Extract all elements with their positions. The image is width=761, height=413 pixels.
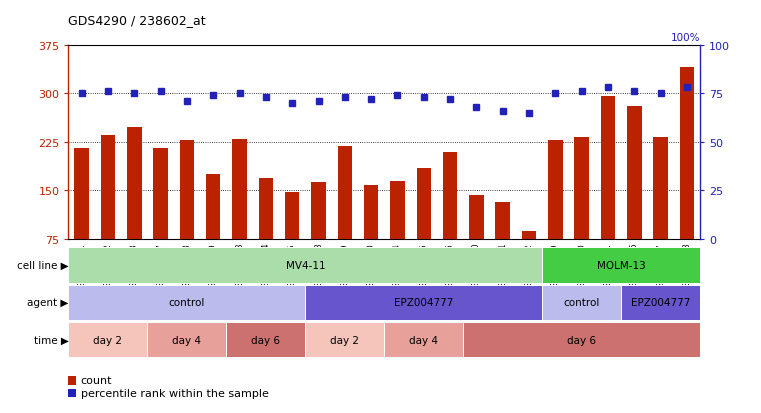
Text: day 6: day 6 [567,335,596,345]
Bar [305,285,542,320]
Bar [68,376,76,385]
Bar [384,322,463,357]
Bar [542,248,700,283]
Bar [227,322,305,357]
Bar [75,149,89,240]
Text: EPZ004777: EPZ004777 [631,297,690,308]
Bar [148,322,227,357]
Text: control: control [169,297,205,308]
Bar [338,147,352,240]
Text: control: control [563,297,600,308]
Bar [364,186,378,240]
Text: percentile rank within the sample: percentile rank within the sample [81,388,269,398]
Bar [548,140,562,240]
Text: MOLM-13: MOLM-13 [597,260,645,271]
Text: EPZ004777: EPZ004777 [394,297,454,308]
Bar [416,169,431,240]
Bar [390,181,405,240]
Bar [68,389,76,397]
Bar [259,178,273,240]
Bar [600,97,615,240]
Bar [495,203,510,240]
Bar [68,322,148,357]
Bar [68,285,305,320]
Bar [285,192,299,240]
Text: day 2: day 2 [330,335,359,345]
Bar [305,322,384,357]
Text: day 4: day 4 [173,335,202,345]
Bar [100,136,115,240]
Bar [680,68,694,240]
Text: day 4: day 4 [409,335,438,345]
Bar [311,183,326,240]
Text: cell line ▶: cell line ▶ [17,260,68,271]
Bar [542,285,621,320]
Bar [621,285,700,320]
Text: count: count [81,375,112,385]
Bar [154,149,168,240]
Bar [127,128,142,240]
Text: day 2: day 2 [94,335,123,345]
Text: agent ▶: agent ▶ [27,297,68,308]
Bar [463,322,700,357]
Text: GDS4290 / 238602_at: GDS4290 / 238602_at [68,14,206,27]
Bar [443,152,457,240]
Text: 100%: 100% [670,33,700,43]
Bar [68,248,542,283]
Text: MV4-11: MV4-11 [285,260,325,271]
Bar [654,138,668,240]
Bar [206,175,221,240]
Bar [627,107,642,240]
Bar [470,195,484,240]
Bar [522,231,537,240]
Bar [180,140,194,240]
Bar [232,139,247,240]
Text: day 6: day 6 [251,335,280,345]
Text: time ▶: time ▶ [33,335,68,345]
Bar [575,138,589,240]
